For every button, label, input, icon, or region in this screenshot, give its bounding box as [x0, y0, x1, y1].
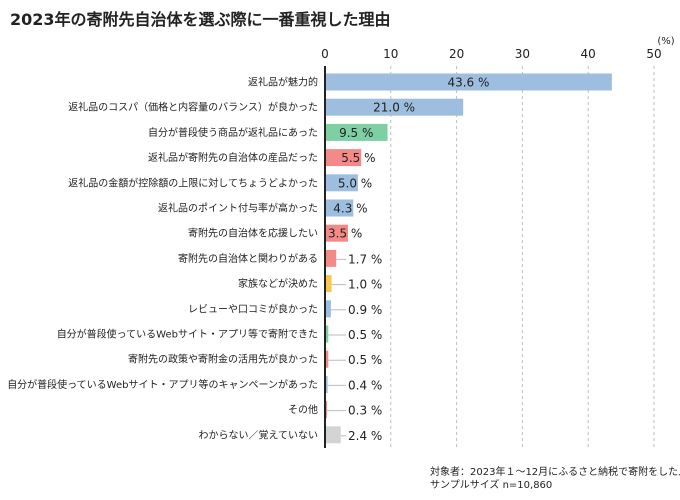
bar	[325, 275, 332, 293]
footnote: 対象者：2023年１～12月にふるさと納税で寄附をした人 サンプルサイズ n=1…	[430, 466, 680, 492]
category-label: 返礼品が寄附先の自治体の産品だった	[148, 151, 318, 164]
bar	[325, 199, 354, 217]
value-label: 43.6 %	[447, 76, 489, 90]
bar	[325, 98, 464, 116]
value-label: 9.5 %	[339, 126, 373, 140]
bar	[325, 73, 612, 91]
x-tick-label: 40	[581, 47, 596, 61]
value-label: 2.4 %	[348, 429, 382, 443]
category-label: わからない／覚えていない	[199, 428, 319, 441]
category-label: 返礼品のポイント付与率が高かった	[158, 202, 318, 215]
value-label: 1.0 %	[348, 278, 382, 292]
x-axis-ticks: 0 10 20 30 40 50	[321, 47, 661, 61]
category-label: 返礼品の金額が控除額の上限に対してちょうどよかった	[68, 176, 318, 189]
category-label: 自分が普段使っているWebサイト・アプリ等で寄附できた	[57, 328, 318, 341]
value-labels: 43.6 % 21.0 %9.5 % 5.5 % 5.0 % 4.3 % 3.5 % 1.7…	[326, 76, 489, 443]
value-label: 0.5 %	[348, 328, 382, 342]
footnote-target: 対象者：2023年１～12月にふるさと納税で寄附をした人	[430, 467, 680, 478]
value-label: 0.3 %	[348, 404, 382, 418]
value-label: 21.0 %	[373, 101, 415, 115]
footnote-sample-size: サンプルサイズ n=10,860	[430, 480, 553, 491]
value-label: 3.5 %	[328, 227, 362, 241]
x-tick-label: 30	[515, 47, 530, 61]
category-label: 家族などが決めた	[238, 277, 318, 290]
category-label: レビューや口コミが良かった	[188, 302, 318, 315]
bar	[325, 350, 329, 368]
bars	[325, 73, 612, 444]
value-label: 0.5 %	[348, 353, 382, 367]
x-tick-label: 20	[449, 47, 464, 61]
value-label: 0.9 %	[348, 303, 382, 317]
value-label: 0.4 %	[348, 378, 382, 392]
category-label: 返礼品が魅力的	[248, 76, 318, 89]
category-label: 寄附先の自治体と関わりがある	[178, 252, 318, 265]
value-label: 5.0 %	[338, 176, 372, 190]
grid-lines	[390, 66, 655, 448]
x-tick-label: 10	[383, 47, 398, 61]
bar	[325, 174, 358, 192]
category-label: 返礼品のコスパ（価格と内容量のバランス）が良かった	[68, 101, 318, 114]
category-labels: 返礼品が魅力的返礼品のコスパ（価格と内容量のバランス）が良かった自分が普段使う商…	[7, 76, 318, 442]
value-label: 4.3 %	[333, 202, 367, 216]
bar	[325, 300, 331, 318]
unit-label: (%)	[657, 36, 674, 47]
value-label: 5.5 %	[341, 151, 375, 165]
bar	[325, 224, 349, 242]
bar	[325, 249, 337, 267]
category-label: 自分が普段使う商品が返礼品にあった	[148, 126, 318, 139]
value-label: 1.7 %	[348, 252, 382, 266]
bar	[325, 375, 328, 393]
category-label: その他	[288, 403, 318, 416]
category-label: 自分が普段使っているWebサイト・アプリ等のキャンペーンがあった	[7, 378, 318, 391]
chart-title: 2023年の寄附先自治体を選ぶ際に一番重視した理由	[10, 10, 391, 29]
bar	[325, 426, 341, 444]
category-label: 寄附先の自治体を応援したい	[188, 227, 318, 240]
bar	[325, 123, 388, 141]
x-tick-label: 0	[321, 47, 329, 61]
category-label: 寄附先の政策や寄附金の活用先が良かった	[128, 353, 318, 366]
x-tick-label: 50	[646, 47, 661, 61]
bar	[325, 149, 362, 167]
bar	[325, 325, 329, 343]
